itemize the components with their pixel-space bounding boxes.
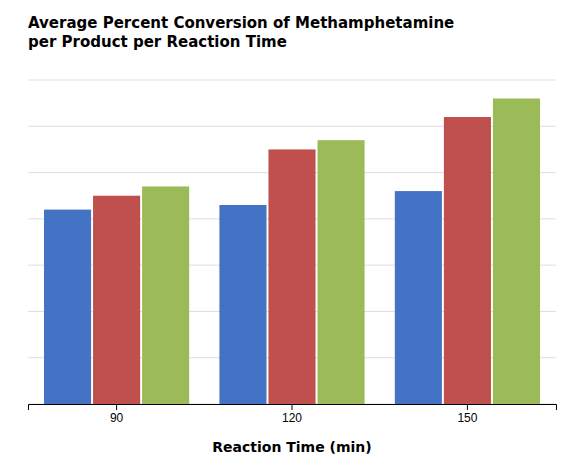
title: Average Percent Conversion of Methamphet… [28,14,454,51]
x-tick-mark [292,404,293,410]
x-tick-label: 90 [110,411,124,425]
x-tick: 120 [282,404,302,425]
x-tick-mark [116,404,117,410]
bar-series [93,117,491,404]
bar [395,191,442,404]
bar [444,117,491,404]
x-axis-line [29,405,557,411]
bar [268,149,315,404]
bar [142,186,189,404]
x-tick-label: 120 [282,411,302,425]
bar-series [142,99,540,404]
bar [93,196,140,404]
bar [219,205,266,404]
x-axis: 90 120 150 [29,404,557,425]
bar [44,210,91,404]
bar [493,99,540,404]
grid [28,80,556,404]
x-tick-label: 150 [457,411,477,425]
chart: 90 120 150 Reaction Time (min) Average Perce… [0,0,580,474]
x-tick: 90 [110,404,124,425]
bars [44,99,540,404]
x-tick-mark [467,404,468,410]
x-tick: 150 [457,404,477,425]
x-axis-title: Reaction Time (min) [212,439,371,455]
bar [318,140,365,404]
plot: 90 120 150 [28,80,557,425]
grid-line [28,80,556,81]
bar-series [44,191,442,404]
